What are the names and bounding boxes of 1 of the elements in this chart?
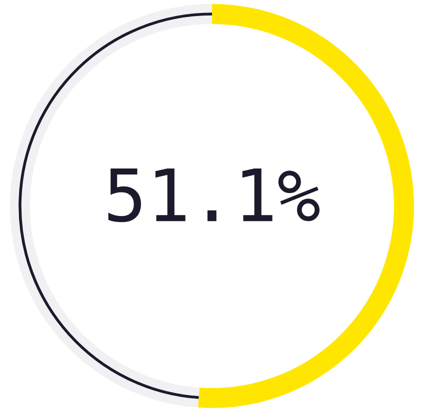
- data-label: 51.1%: [108, 168, 320, 222]
